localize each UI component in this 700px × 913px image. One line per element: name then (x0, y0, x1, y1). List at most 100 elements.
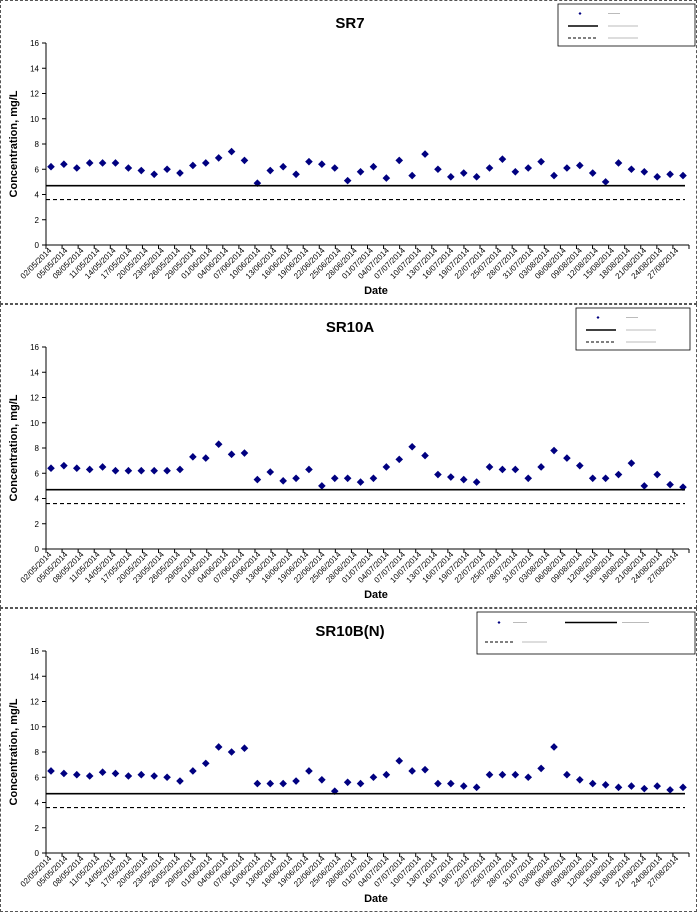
data-point (563, 454, 571, 462)
data-point (421, 765, 429, 774)
data-point (537, 157, 545, 166)
data-point (640, 167, 649, 176)
data-point (666, 170, 674, 179)
data-point (563, 164, 571, 172)
x-axis-label: Date (364, 589, 388, 601)
data-point (137, 166, 146, 175)
data-point (240, 744, 249, 753)
y-tick-label: 10 (30, 723, 39, 732)
data-point (511, 770, 520, 779)
data-point (98, 159, 107, 167)
data-point (124, 466, 133, 475)
data-point (318, 775, 326, 784)
data-point (447, 473, 455, 481)
y-tick-label: 4 (35, 191, 40, 200)
y-tick-label: 2 (35, 824, 40, 833)
data-point (472, 478, 481, 486)
data-point (279, 779, 287, 788)
data-point (679, 783, 687, 792)
data-point (524, 474, 533, 483)
data-point (537, 463, 545, 471)
data-point (318, 160, 326, 168)
data-point (537, 764, 545, 773)
data-point (382, 770, 391, 779)
data-point (614, 159, 623, 167)
data-point (330, 474, 339, 483)
chart-panel-sr10a: SR10A Concentration, mg/L 0 2 4 6 8 10 12 14 16 02/… (0, 304, 697, 608)
data-point (588, 169, 597, 177)
data-point (356, 779, 365, 788)
data-point (614, 783, 623, 792)
data-point (343, 474, 352, 483)
data-point (214, 743, 223, 751)
legend (476, 611, 696, 655)
data-point (447, 173, 455, 181)
data-point (511, 167, 520, 176)
data-point (98, 768, 107, 776)
data-point (176, 777, 184, 785)
data-point (434, 779, 442, 788)
data-point (201, 159, 210, 167)
y-tick-label: 8 (35, 748, 40, 757)
data-point (240, 449, 249, 457)
y-tick-label: 2 (35, 216, 40, 225)
data-point (137, 770, 146, 779)
data-point (214, 440, 223, 449)
y-tick-label: 2 (35, 520, 40, 529)
data-point (369, 773, 378, 782)
data-point (588, 779, 597, 788)
data-point (150, 772, 158, 780)
y-tick-label: 6 (35, 469, 40, 478)
data-point (85, 159, 94, 167)
data-point (240, 156, 249, 165)
data-point (98, 463, 107, 471)
y-tick-label: 6 (35, 165, 40, 174)
data-point (176, 465, 184, 474)
data-point (305, 157, 313, 166)
data-point (163, 466, 171, 475)
y-tick-label: 14 (30, 672, 39, 681)
legend (557, 3, 696, 47)
y-axis-label: Concentration, mg/L (8, 394, 20, 501)
data-point (550, 171, 558, 180)
data-point (666, 480, 674, 489)
data-point (201, 454, 210, 462)
data-point (253, 179, 262, 187)
legend-marker-points (578, 12, 582, 15)
data-point (369, 162, 378, 171)
data-point (111, 466, 120, 475)
data-point (472, 173, 481, 181)
data-point (576, 775, 584, 784)
data-point (666, 786, 674, 794)
data-point (434, 165, 442, 174)
data-point (47, 767, 55, 775)
legend-marker-points (497, 621, 501, 624)
y-axis-label: Concentration, mg/L (8, 698, 20, 805)
data-point (563, 770, 571, 779)
data-point (111, 159, 120, 167)
data-point (421, 150, 429, 158)
legend-marker-points (596, 316, 600, 319)
y-tick-label: 16 (30, 343, 39, 352)
data-point (627, 782, 636, 790)
data-point (472, 783, 481, 792)
data-point (485, 463, 494, 471)
data-point (614, 470, 623, 479)
data-point (266, 779, 275, 788)
data-point (253, 475, 262, 484)
data-point (434, 470, 442, 479)
chart-panel-sr7: SR7 Concentration, mg/L 0 2 4 6 8 10 12 14 16 02/05… (0, 0, 697, 304)
data-point (408, 442, 416, 451)
y-tick-label: 0 (35, 545, 40, 554)
data-point (524, 773, 533, 782)
y-tick-label: 16 (30, 39, 39, 48)
data-point (653, 173, 662, 181)
data-point (330, 787, 339, 795)
y-tick-label: 8 (35, 140, 40, 149)
y-tick-label: 0 (35, 241, 40, 250)
y-tick-label: 12 (30, 394, 39, 403)
y-tick-label: 4 (35, 495, 40, 504)
data-point (279, 477, 287, 485)
